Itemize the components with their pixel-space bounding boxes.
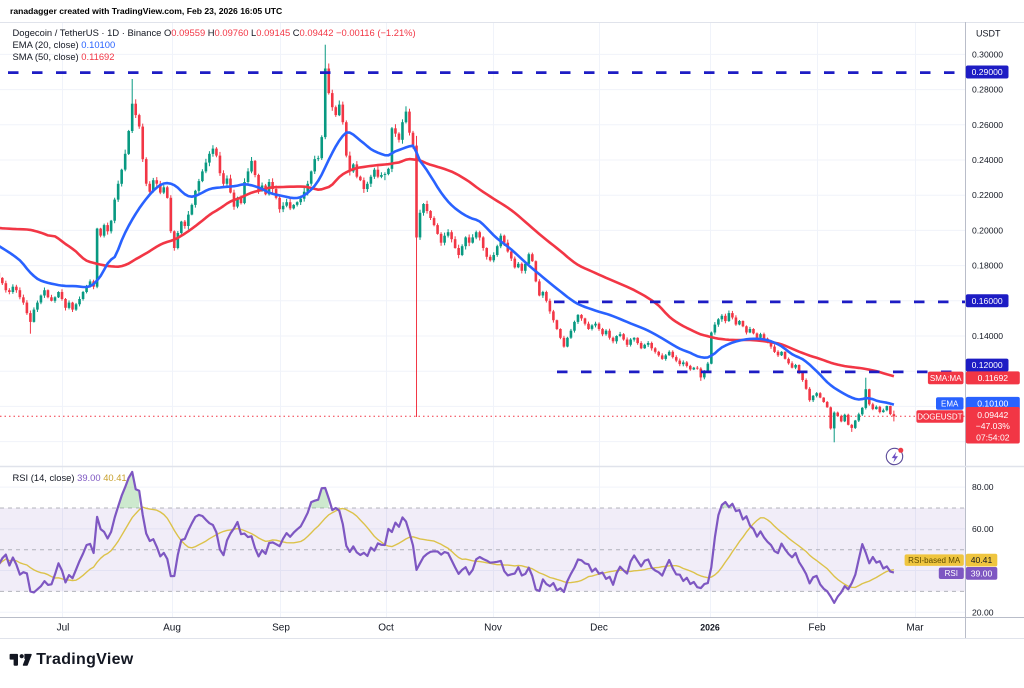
svg-text:Nov: Nov — [484, 622, 502, 633]
svg-text:Oct: Oct — [378, 622, 394, 633]
svg-text:0.24000: 0.24000 — [972, 155, 1003, 165]
svg-text:Dogecoin / TetherUS · 1D · Bin: Dogecoin / TetherUS · 1D · Binance O0.09… — [13, 27, 416, 38]
svg-text:0.12000: 0.12000 — [972, 360, 1003, 370]
svg-text:Aug: Aug — [163, 622, 181, 633]
svg-text:Jul: Jul — [57, 622, 70, 633]
svg-text:07:54:02: 07:54:02 — [976, 433, 1010, 443]
svg-text:40.41: 40.41 — [971, 555, 993, 565]
svg-text:39.00: 39.00 — [971, 568, 993, 578]
svg-text:0.26000: 0.26000 — [972, 120, 1003, 130]
svg-text:Mar: Mar — [906, 622, 924, 633]
svg-text:EMA (20, close) 0.10100: EMA (20, close) 0.10100 — [13, 39, 116, 50]
svg-text:0.18000: 0.18000 — [972, 261, 1003, 271]
svg-text:0.28000: 0.28000 — [972, 85, 1003, 95]
svg-text:RSI: RSI — [945, 569, 958, 578]
svg-text:SMA:MA: SMA:MA — [930, 374, 962, 383]
svg-text:60.00: 60.00 — [972, 524, 994, 534]
svg-text:RSI (14, close) 39.00 40.41: RSI (14, close) 39.00 40.41 — [13, 472, 127, 483]
svg-text:ranadagger created with Tradin: ranadagger created with TradingView.com,… — [10, 6, 282, 16]
svg-text:0.30000: 0.30000 — [972, 49, 1003, 59]
svg-text:Dec: Dec — [590, 622, 608, 633]
svg-text:Sep: Sep — [272, 622, 290, 633]
svg-text:0.14000: 0.14000 — [972, 331, 1003, 341]
svg-text:DOGEUSDT: DOGEUSDT — [917, 413, 962, 422]
svg-text:0.29000: 0.29000 — [972, 67, 1003, 77]
svg-text:Feb: Feb — [808, 622, 826, 633]
svg-text:80.00: 80.00 — [972, 482, 994, 492]
svg-text:0.10100: 0.10100 — [977, 398, 1008, 408]
svg-text:USDT: USDT — [976, 29, 1001, 39]
svg-text:EMA: EMA — [941, 400, 959, 409]
svg-text:−47.03%: −47.03% — [976, 421, 1011, 431]
svg-text:RSI-based MA: RSI-based MA — [908, 556, 961, 565]
svg-text:2026: 2026 — [700, 622, 720, 632]
svg-text:0.20000: 0.20000 — [972, 225, 1003, 235]
svg-text:TradingView: TradingView — [36, 651, 134, 668]
svg-text:0.22000: 0.22000 — [972, 190, 1003, 200]
svg-text:0.09442: 0.09442 — [977, 410, 1008, 420]
svg-text:SMA (50, close) 0.11692: SMA (50, close) 0.11692 — [13, 51, 115, 62]
svg-text:20.00: 20.00 — [972, 607, 994, 617]
svg-text:0.16000: 0.16000 — [972, 296, 1003, 306]
svg-text:0.11692: 0.11692 — [978, 373, 1009, 383]
